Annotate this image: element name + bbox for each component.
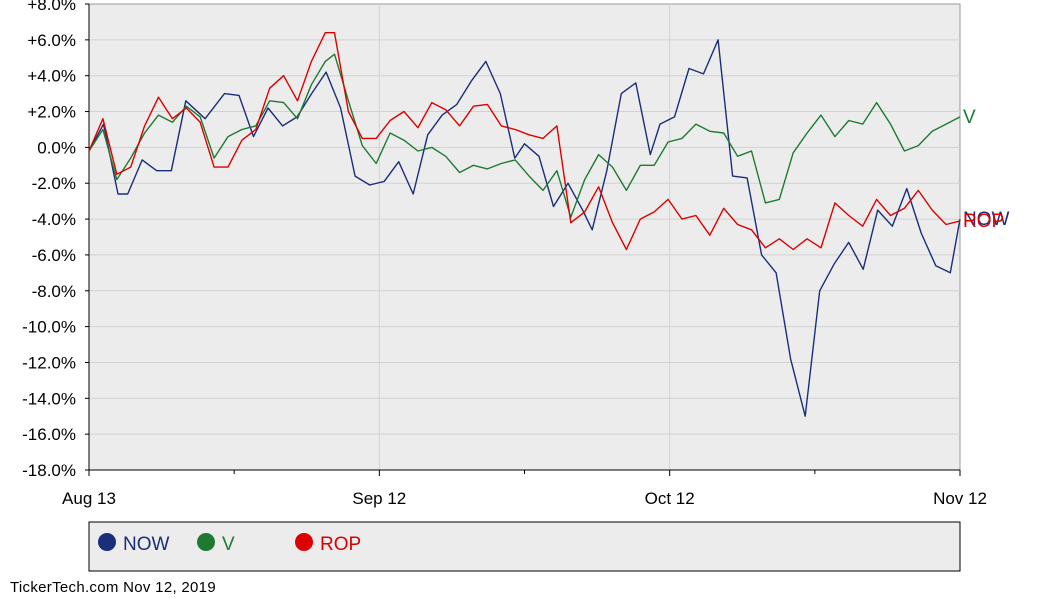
series-end-labels: NOW V ROP bbox=[963, 107, 1010, 232]
y-tick-label: -6.0% bbox=[32, 246, 76, 265]
series-end-label-rop: ROP bbox=[963, 211, 1004, 232]
legend: NOW V ROP bbox=[98, 533, 361, 555]
series-end-label-now: NOW bbox=[963, 209, 1010, 230]
gridlines bbox=[89, 4, 960, 470]
y-tick-label: +2.0% bbox=[27, 103, 76, 122]
x-axis: Aug 13 Sep 12 Oct 12 Nov 12 bbox=[62, 469, 987, 508]
series-lines bbox=[88, 32, 961, 417]
legend-marker-rop bbox=[295, 533, 313, 551]
y-tick-label: -8.0% bbox=[32, 282, 76, 301]
legend-marker-now bbox=[98, 533, 116, 551]
plot-area bbox=[88, 3, 961, 471]
x-tick-label: Nov 12 bbox=[933, 489, 987, 508]
y-axis: +8.0% +6.0% +4.0% +2.0% 0.0% -2.0% -4.0% -6.0% -… bbox=[22, 0, 90, 480]
y-tick-label: +8.0% bbox=[27, 0, 76, 14]
x-tick-label: Sep 12 bbox=[352, 489, 406, 508]
y-tick-label: -10.0% bbox=[22, 318, 76, 337]
legend-label-v: V bbox=[222, 534, 235, 555]
y-tick-label: -4.0% bbox=[32, 210, 76, 229]
y-tick-label: -12.0% bbox=[22, 353, 76, 372]
legend-label-now: NOW bbox=[123, 534, 170, 555]
series-line-rop bbox=[88, 32, 961, 251]
legend-box bbox=[88, 521, 961, 572]
y-tick-label: 0.0% bbox=[37, 138, 76, 157]
series-line-v bbox=[88, 53, 961, 218]
y-tick-label: -18.0% bbox=[22, 461, 76, 480]
y-tick-label: -2.0% bbox=[32, 174, 76, 193]
footer-source: TickerTech.com Nov 12, 2019 bbox=[10, 579, 216, 596]
x-tick-label: Oct 12 bbox=[645, 489, 695, 508]
legend-marker-v bbox=[197, 533, 215, 551]
y-tick-label: +6.0% bbox=[27, 31, 76, 50]
y-tick-label: -16.0% bbox=[22, 425, 76, 444]
x-tick-label: Aug 13 bbox=[62, 489, 116, 508]
y-tick-label: -14.0% bbox=[22, 389, 76, 408]
series-end-label-v: V bbox=[963, 107, 976, 128]
y-tick-label: +4.0% bbox=[27, 67, 76, 86]
series-line-now bbox=[88, 39, 961, 417]
legend-label-rop: ROP bbox=[320, 534, 361, 555]
